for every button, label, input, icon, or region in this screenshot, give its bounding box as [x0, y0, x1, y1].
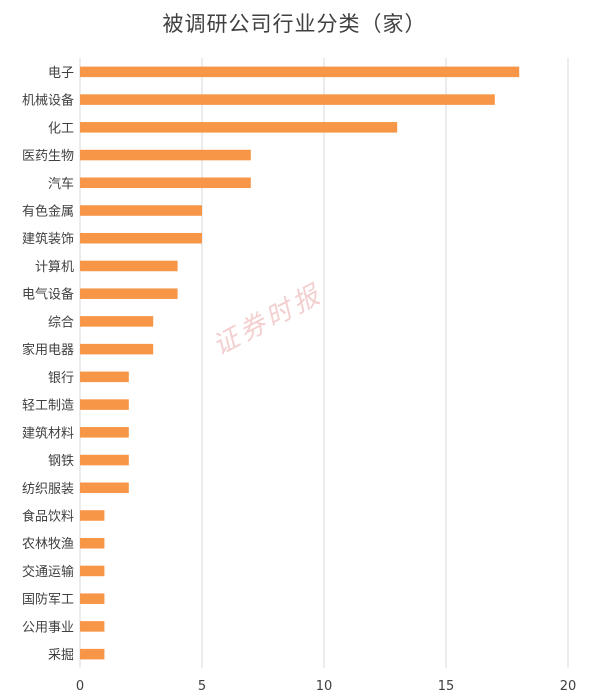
- bar: [80, 454, 129, 466]
- bar: [80, 288, 178, 299]
- bar: [80, 537, 105, 549]
- x-tick-label: 10: [316, 679, 333, 694]
- bar: [80, 371, 129, 383]
- category-label: 采掘: [48, 648, 74, 663]
- category-label: 钢铁: [48, 454, 74, 469]
- x-tick-labels: 0 5 10 15 20: [76, 679, 576, 694]
- x-tick-label: 5: [198, 679, 206, 694]
- category-label: 轻工制造: [22, 399, 74, 414]
- category-label: 纺织服装: [22, 482, 74, 497]
- category-label: 建筑装饰: [22, 231, 74, 247]
- category-label: 综合: [48, 315, 74, 330]
- bar: [80, 94, 495, 105]
- x-tick-label: 20: [560, 679, 577, 694]
- bar: [80, 343, 154, 355]
- x-tick-label: 0: [76, 679, 84, 694]
- bar: [80, 149, 251, 161]
- bar: [80, 648, 105, 660]
- category-label: 公用事业: [22, 620, 74, 635]
- category-label: 建筑材料: [22, 425, 74, 441]
- category-label: 计算机: [35, 260, 74, 275]
- category-label: 电气设备: [22, 287, 74, 303]
- bar: [80, 565, 105, 577]
- category-label: 有色金属: [22, 204, 74, 220]
- bar: [80, 482, 129, 494]
- bar: [80, 260, 178, 272]
- bar: [80, 177, 251, 189]
- category-label: 家用电器: [22, 342, 74, 358]
- bar: [80, 66, 520, 78]
- bar: [80, 232, 202, 244]
- bar: [80, 122, 398, 133]
- chart-title: 被调研公司行业分类（家）: [162, 12, 427, 36]
- bar: [80, 399, 129, 410]
- category-labels: 电子机械设备化工医药生物汽车有色金属建筑装饰计算机电气设备综合家用电器银行轻工制…: [22, 66, 74, 663]
- x-tick-label: 15: [438, 679, 455, 694]
- category-label: 医药生物: [22, 149, 74, 164]
- bar: [80, 593, 105, 604]
- bar: [80, 316, 154, 327]
- bar: [80, 205, 202, 216]
- grid-lines: [79, 58, 569, 668]
- category-label: 电子: [48, 66, 74, 81]
- category-label: 国防军工: [22, 592, 74, 608]
- category-label: 农林牧渔: [22, 537, 74, 552]
- bar: [80, 621, 105, 632]
- category-label: 银行: [48, 371, 74, 386]
- category-label: 汽车: [48, 176, 74, 192]
- category-label: 交通运输: [22, 564, 74, 580]
- category-label: 机械设备: [22, 93, 74, 109]
- bars: [80, 66, 520, 660]
- category-label: 食品饮料: [22, 509, 74, 525]
- bar: [80, 510, 105, 521]
- bar: [80, 427, 129, 438]
- category-label: 化工: [48, 121, 74, 136]
